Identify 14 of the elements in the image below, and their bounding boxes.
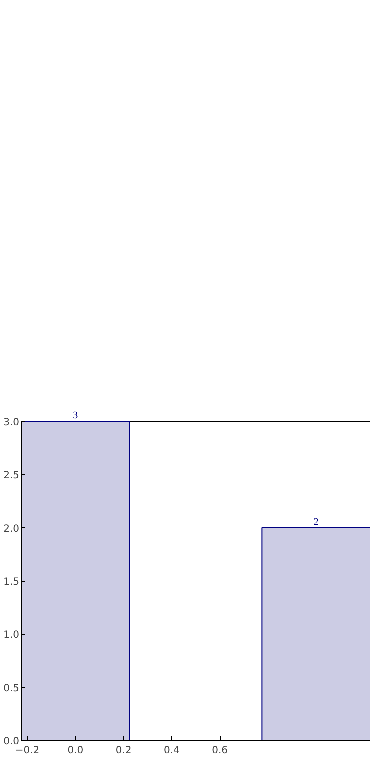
y-tick-label: 0.5 <box>4 683 20 694</box>
data-label: 3 <box>73 410 78 422</box>
y-tick-label: 2.0 <box>4 524 20 535</box>
data-label: 2 <box>314 516 319 528</box>
y-tick-label: 2.5 <box>4 470 20 482</box>
y-tick-label: 3.0 <box>4 418 20 428</box>
x-tick-label: 0.6 <box>212 746 228 756</box>
y-tick-label: 1.5 <box>4 577 20 588</box>
y-tick-label: 0.0 <box>4 736 20 748</box>
x-tick-label: 0.4 <box>164 746 180 756</box>
x-tick-label: 0.2 <box>116 746 132 756</box>
x-tick-label: 0.0 <box>68 746 84 756</box>
y-tick-label: 1.0 <box>4 630 20 642</box>
x-tick-label: −0.2 <box>15 746 40 756</box>
